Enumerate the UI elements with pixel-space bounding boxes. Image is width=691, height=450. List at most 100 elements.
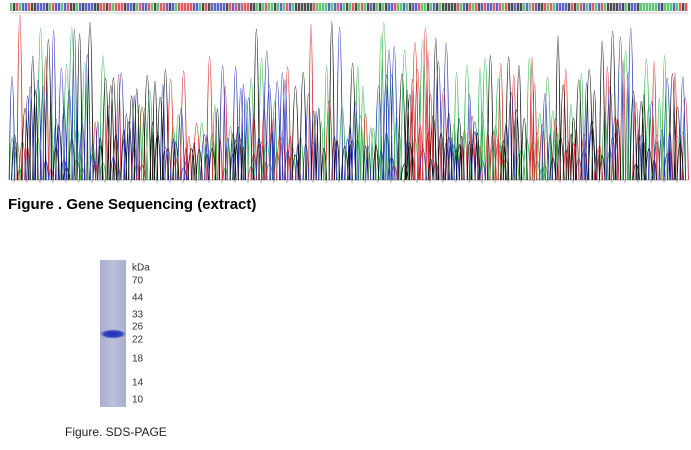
base-call: [370, 3, 373, 11]
base-call: [463, 3, 466, 11]
base-call: [421, 3, 424, 11]
base-call: [418, 3, 421, 11]
base-call: [562, 3, 565, 11]
base-call: [592, 3, 595, 11]
base-call: [604, 3, 607, 11]
base-call: [484, 3, 487, 11]
base-call: [559, 3, 562, 11]
base-call: [664, 3, 667, 11]
base-call: [64, 3, 67, 11]
base-call: [598, 3, 601, 11]
base-call: [304, 3, 307, 11]
marker-label: 10: [132, 395, 144, 406]
base-call: [343, 3, 346, 11]
base-call: [682, 3, 685, 11]
base-call: [205, 3, 208, 11]
base-call: [103, 3, 106, 11]
base-call: [286, 3, 289, 11]
base-call: [220, 3, 223, 11]
base-call: [364, 3, 367, 11]
base-call: [292, 3, 295, 11]
base-call: [649, 3, 652, 11]
marker-label: 44: [132, 293, 144, 304]
base-call: [634, 3, 637, 11]
base-call: [280, 3, 283, 11]
base-call: [250, 3, 253, 11]
base-call: [439, 3, 442, 11]
figure-caption: Figure . Gene Sequencing (extract): [8, 196, 257, 213]
base-call: [565, 3, 568, 11]
base-call: [274, 3, 277, 11]
base-call: [361, 3, 364, 11]
base-call: [82, 3, 85, 11]
base-call: [334, 3, 337, 11]
base-call: [487, 3, 490, 11]
base-call: [247, 3, 250, 11]
base-call: [472, 3, 475, 11]
base-call: [139, 3, 142, 11]
base-call: [676, 3, 679, 11]
base-call: [451, 3, 454, 11]
base-call: [652, 3, 655, 11]
base-call: [589, 3, 592, 11]
base-call: [553, 3, 556, 11]
base-call: [121, 3, 124, 11]
base-call: [631, 3, 634, 11]
base-call: [229, 3, 232, 11]
base-call: [415, 3, 418, 11]
base-call: [316, 3, 319, 11]
base-call: [271, 3, 274, 11]
base-call: [505, 3, 508, 11]
base-call: [517, 3, 520, 11]
base-call: [523, 3, 526, 11]
base-call: [70, 3, 73, 11]
base-call: [475, 3, 478, 11]
base-call: [124, 3, 127, 11]
base-call: [583, 3, 586, 11]
base-call: [382, 3, 385, 11]
base-call: [400, 3, 403, 11]
base-call: [145, 3, 148, 11]
base-call: [241, 3, 244, 11]
base-call: [499, 3, 502, 11]
marker-label: 33: [132, 310, 144, 321]
base-call: [61, 3, 64, 11]
base-call: [13, 3, 16, 11]
base-call: [337, 3, 340, 11]
base-call: [328, 3, 331, 11]
base-call: [160, 3, 163, 11]
base-call: [574, 3, 577, 11]
base-call: [412, 3, 415, 11]
base-call: [529, 3, 532, 11]
base-call: [679, 3, 682, 11]
base-call: [244, 3, 247, 11]
base-call: [496, 3, 499, 11]
base-call: [214, 3, 217, 11]
base-call: [514, 3, 517, 11]
base-call: [256, 3, 259, 11]
base-call: [235, 3, 238, 11]
trace: [8, 27, 687, 181]
base-call: [550, 3, 553, 11]
base-call: [661, 3, 664, 11]
base-call: [238, 3, 241, 11]
base-call: [640, 3, 643, 11]
base-call: [25, 3, 28, 11]
base-call: [445, 3, 448, 11]
base-call: [628, 3, 631, 11]
base-call: [526, 3, 529, 11]
base-call: [502, 3, 505, 11]
base-call: [322, 3, 325, 11]
base-call: [211, 3, 214, 11]
base-call: [223, 3, 226, 11]
base-call: [226, 3, 229, 11]
base-call: [541, 3, 544, 11]
base-call: [658, 3, 661, 11]
base-call: [79, 3, 82, 11]
base-call: [301, 3, 304, 11]
base-call: [31, 3, 34, 11]
base-call: [202, 3, 205, 11]
base-call: [511, 3, 514, 11]
base-call: [379, 3, 382, 11]
